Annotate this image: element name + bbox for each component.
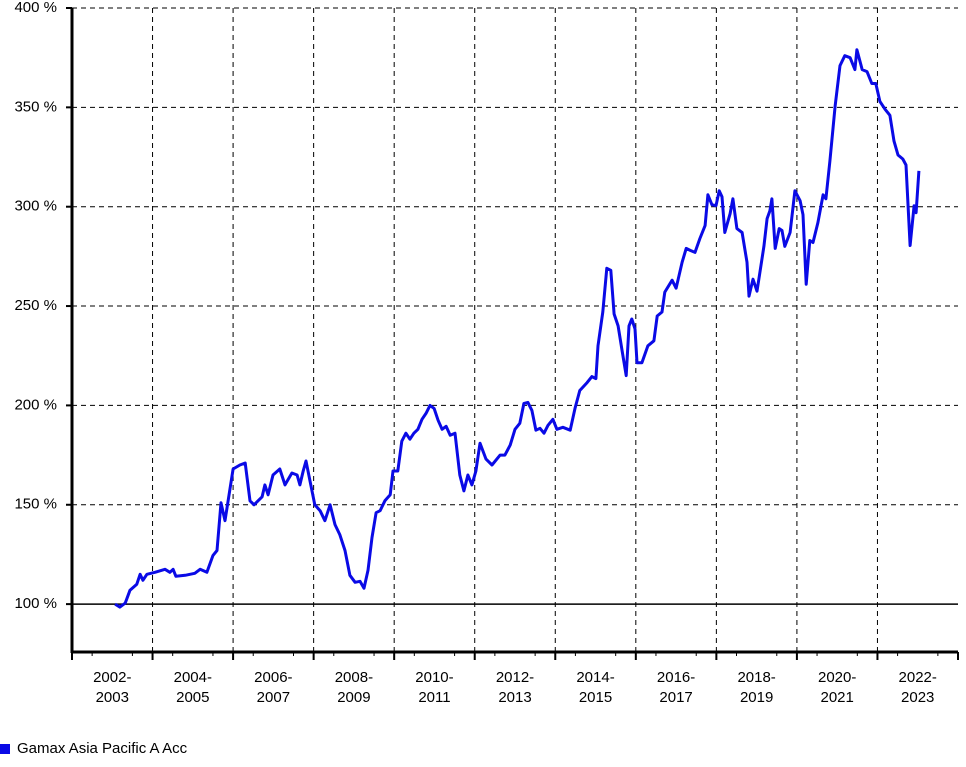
legend-swatch xyxy=(0,744,10,754)
x-tick-label: 2023 xyxy=(901,689,934,706)
y-tick-label: 350 % xyxy=(14,98,57,115)
y-tick-label: 400 % xyxy=(14,0,57,16)
x-tick-label: 2009 xyxy=(337,689,370,706)
x-tick-label: 2013 xyxy=(498,689,531,706)
x-tick-label: 2006- xyxy=(254,669,292,686)
x-tick-label: 2012- xyxy=(496,669,534,686)
x-tick-label: 2019 xyxy=(740,689,773,706)
x-tick-label: 2007 xyxy=(257,689,290,706)
series-line xyxy=(114,48,921,609)
x-tick-label: 2008- xyxy=(335,669,373,686)
x-tick-label: 2010- xyxy=(415,669,453,686)
y-tick-label: 300 % xyxy=(14,198,57,215)
y-tick-label: 200 % xyxy=(14,396,57,413)
x-tick-label: 2016- xyxy=(657,669,695,686)
x-tick-label: 2011 xyxy=(418,689,450,706)
x-tick-label: 2014- xyxy=(576,669,614,686)
x-tick-label: 2017 xyxy=(659,689,692,706)
x-tick-label: 2002- xyxy=(93,669,131,686)
x-tick-label: 2021 xyxy=(820,689,853,706)
x-tick-label: 2020- xyxy=(818,669,856,686)
x-tick-label: 2005 xyxy=(176,689,209,706)
y-tick-label: 250 % xyxy=(14,297,57,314)
legend-label: Gamax Asia Pacific A Acc xyxy=(17,740,188,757)
x-tick-label: 2015 xyxy=(579,689,612,706)
x-tick-label: 2004- xyxy=(174,669,212,686)
x-tick-label: 2022- xyxy=(899,669,937,686)
x-tick-label: 2018- xyxy=(737,669,775,686)
x-tick-label: 2003 xyxy=(96,689,129,706)
y-tick-label: 100 % xyxy=(14,595,57,612)
y-tick-label: 150 % xyxy=(14,496,57,513)
